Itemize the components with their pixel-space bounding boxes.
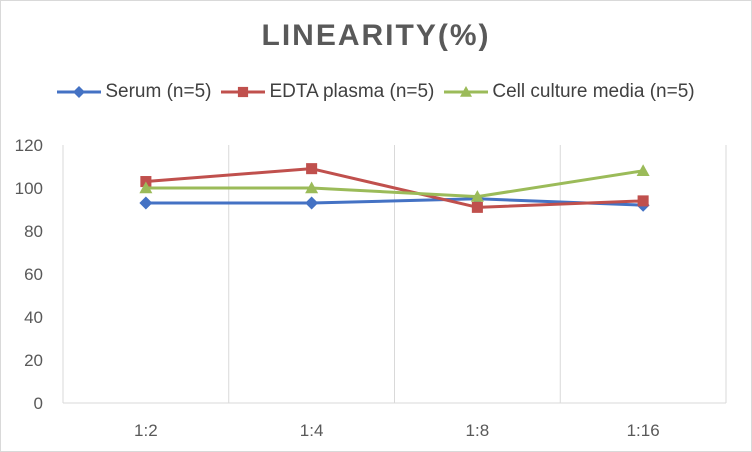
chart-title: LINEARITY(%) <box>261 19 491 52</box>
data-point <box>139 196 153 210</box>
y-tick-label: 0 <box>34 394 43 413</box>
data-point <box>637 195 649 207</box>
series-line <box>145 167 644 209</box>
x-tick-label: 1:8 <box>466 421 490 440</box>
y-tick-label: 120 <box>15 136 43 155</box>
legend-swatch <box>221 86 266 98</box>
legend-item: Serum (n=5) <box>57 81 211 103</box>
chart-legend: Serum (n=5) EDTA plasma (n=5) Cell culture… <box>1 81 751 103</box>
x-tick-label: 1:4 <box>300 421 324 440</box>
legend-label: Serum (n=5) <box>105 81 212 102</box>
y-tick-label: 40 <box>24 308 43 327</box>
legend-swatch-marker <box>460 86 473 97</box>
legend-swatch-marker <box>73 86 86 98</box>
data-point <box>305 196 319 210</box>
legend-item: Cell culture media (n=5) <box>444 81 695 103</box>
data-point <box>470 190 484 202</box>
data-point <box>139 181 153 194</box>
data-point <box>471 201 483 213</box>
legend-swatch <box>444 86 489 97</box>
legend-item: EDTA plasma (n=5) <box>221 81 434 103</box>
series-line <box>145 197 644 207</box>
legend-swatch <box>57 86 102 98</box>
legend-label: EDTA plasma (n=5) <box>269 81 435 102</box>
y-tick-label: 60 <box>24 265 43 284</box>
legend-swatch-marker <box>238 86 249 98</box>
data-point <box>305 181 319 194</box>
x-tick-label: 1:2 <box>134 421 158 440</box>
y-tick-label: 20 <box>24 351 43 370</box>
y-tick-label: 80 <box>24 222 43 241</box>
data-point <box>306 163 318 175</box>
data-point <box>636 164 650 176</box>
x-tick-label: 1:16 <box>627 421 660 440</box>
series-line <box>145 169 644 199</box>
y-tick-label: 100 <box>15 179 43 198</box>
legend-label: Cell culture media (n=5) <box>492 81 695 102</box>
